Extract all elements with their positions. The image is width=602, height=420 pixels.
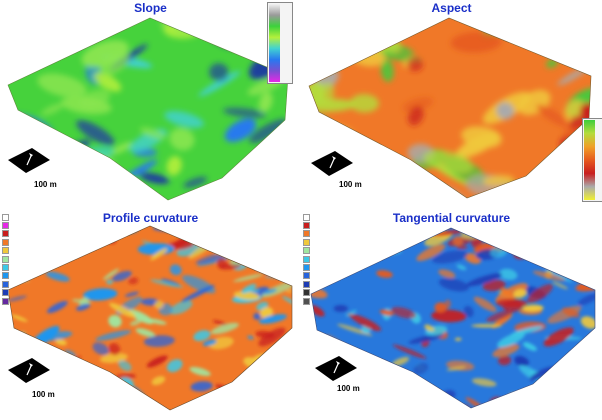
slope-panel: Slope 100 m [0,0,301,210]
legend-swatch [2,264,9,272]
profile-curvature-legend [2,213,78,305]
legend-entry [303,221,379,230]
north-arrow-icon [8,148,50,173]
legend-swatch [303,255,310,263]
aspect-legend-bar [584,120,595,200]
legend-entry [303,280,379,288]
tangential-curvature-legend [303,213,379,305]
legend-swatch [303,230,310,238]
legend-entry [303,255,379,263]
panel-title: Slope [134,1,167,15]
legend-swatch [2,297,9,305]
legend-entry [303,272,379,280]
panel-title: Tangential curvature [392,211,511,225]
legend-swatch [303,297,310,305]
legend-entry [303,297,379,305]
profile-curvature-panel: Profile curvature 100 m [0,210,301,420]
legend-swatch [2,238,9,246]
legend-entry [303,213,379,221]
legend-swatch [303,280,310,288]
legend-swatch [303,272,310,280]
legend-swatch [303,289,310,297]
legend-entry [303,289,379,297]
legend-swatch [2,255,9,263]
north-arrow-icon [315,356,357,381]
aspect-terrain-map [308,17,592,199]
panel-title: Aspect [431,1,472,15]
legend-entry [2,272,78,280]
slope-legend [267,2,293,84]
north-arrow-icon [8,358,50,383]
legend-swatch [303,222,310,230]
legend-entry [2,247,78,255]
aspect-legend [582,118,602,202]
profile-curvature-terrain-map [7,225,293,411]
legend-swatch [303,238,310,246]
legend-swatch [2,247,9,255]
legend-entry [303,263,379,272]
legend-swatch [2,230,9,238]
scale-label: 100 m [337,384,360,393]
tangential-curvature-panel: Tangential curvature 100 m [301,210,602,420]
legend-entry [303,230,379,238]
legend-entry [2,280,78,288]
legend-entry [303,238,379,246]
legend-swatch [2,222,9,230]
legend-entry [2,238,78,246]
legend-entry [2,221,78,230]
legend-swatch [303,247,310,255]
legend-entry [2,289,78,297]
scale-label: 100 m [32,390,55,399]
aspect-panel: Aspect 100 m [301,0,602,210]
slope-terrain-map [7,17,289,201]
legend-swatch [303,264,310,272]
panel-title: Profile curvature [102,211,199,225]
scale-label: 100 m [34,180,57,189]
legend-entry [2,263,78,272]
legend-entry [2,297,78,305]
legend-swatch [2,272,9,280]
legend-swatch [2,280,9,288]
tangential-curvature-terrain-map [310,227,596,409]
legend-entry [2,213,78,221]
legend-swatch [2,289,9,297]
legend-entry [2,255,78,263]
slope-legend-bar [269,4,280,82]
legend-swatch [2,213,9,221]
north-arrow-icon [311,151,353,176]
legend-entry [2,230,78,238]
scale-label: 100 m [339,180,362,189]
legend-entry [303,247,379,255]
legend-swatch [303,213,310,221]
